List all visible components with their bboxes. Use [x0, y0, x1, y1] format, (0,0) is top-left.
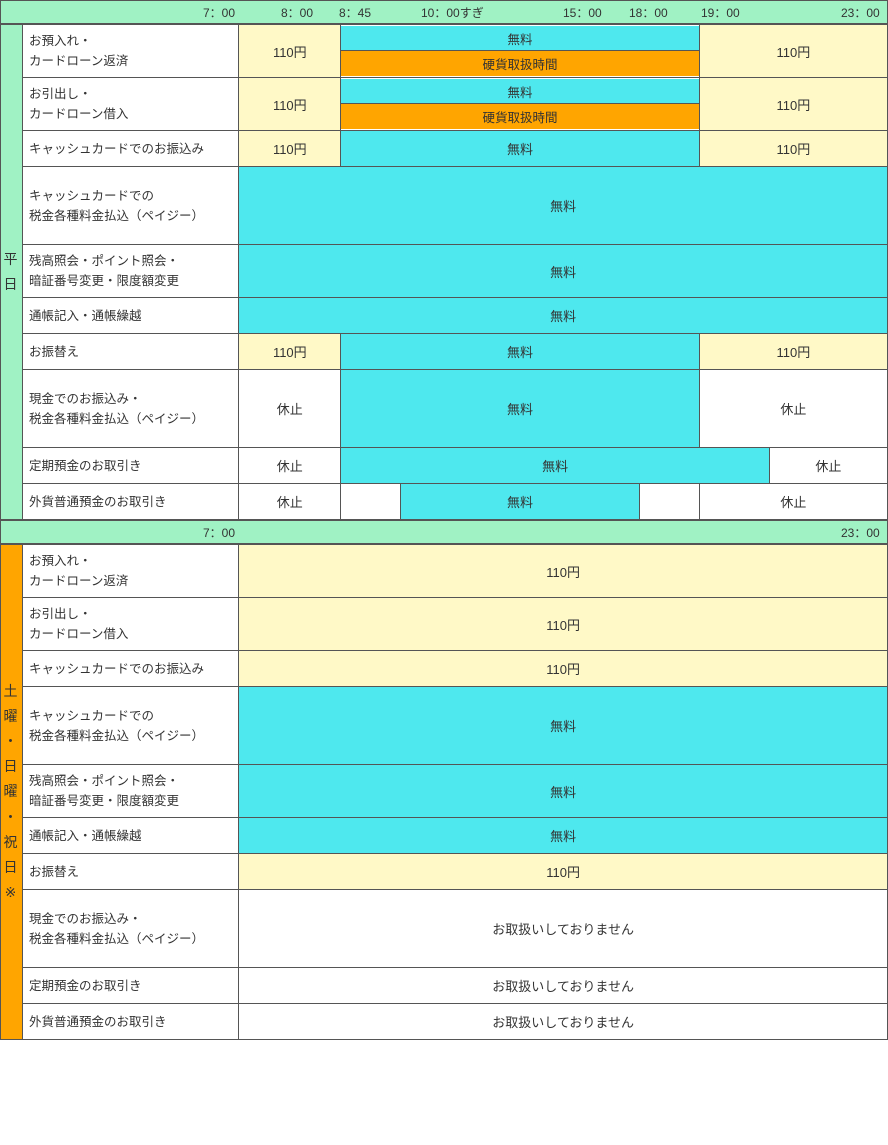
- table-row: 現金でのお振込み・税金各種料金払込（ペイジー）休止無料休止: [1, 370, 888, 448]
- service-label: キャッシュカードでのお振込み: [23, 131, 239, 167]
- fee-cell: 110円: [699, 78, 887, 131]
- table-row: 定期預金のお取引きお取扱いしておりません: [1, 968, 888, 1004]
- table-row: 残高照会・ポイント照会・暗証番号変更・限度額変更無料: [1, 765, 888, 818]
- time-header: 7：00 8：00 8：45 10：00すぎ 15：00 18：00 19：00 23：00: [0, 0, 888, 24]
- fee-cell: 110円: [239, 78, 341, 131]
- fee-cell: 110円: [239, 545, 888, 598]
- time-tick: 8：00: [281, 4, 313, 21]
- fee-cell: 110円: [239, 598, 888, 651]
- service-label: キャッシュカードでの税金各種料金払込（ペイジー）: [23, 687, 239, 765]
- table-row: 残高照会・ポイント照会・暗証番号変更・限度額変更無料: [1, 245, 888, 298]
- table-row: キャッシュカードでのお振込み110円: [1, 651, 888, 687]
- service-label: 残高照会・ポイント照会・暗証番号変更・限度額変更: [23, 245, 239, 298]
- fee-cell: 110円: [239, 131, 341, 167]
- service-label: お振替え: [23, 334, 239, 370]
- fee-cell: 無料: [401, 484, 639, 520]
- time-tick: 8：45: [339, 4, 371, 21]
- fee-cell: 休止: [239, 370, 341, 448]
- weekend-table: 土曜・日曜・祝日※お預入れ・カードローン返済110円お引出し・カードローン借入1…: [0, 544, 888, 1040]
- side-label-weekend: 土曜・日曜・祝日※: [1, 545, 23, 1040]
- fee-cell: お取扱いしておりません: [239, 890, 888, 968]
- table-row: お引出し・カードローン借入110円: [1, 598, 888, 651]
- fee-cell: 無料硬貨取扱時間: [341, 78, 699, 131]
- service-label: 現金でのお振込み・税金各種料金払込（ペイジー）: [23, 890, 239, 968]
- fee-cell: 休止: [769, 448, 887, 484]
- fee-cell: 110円: [699, 131, 887, 167]
- fee-cell: 無料: [341, 370, 699, 448]
- fee-cell: 無料: [341, 131, 699, 167]
- service-label: 通帳記入・通帳繰越: [23, 818, 239, 854]
- fee-cell: 休止: [699, 370, 887, 448]
- fee-cell: 無料: [239, 298, 888, 334]
- time-tick: 15：00: [563, 4, 602, 21]
- fee-cell: お取扱いしておりません: [239, 1004, 888, 1040]
- time-tick: 7：00: [203, 524, 235, 541]
- fee-cell-bottom: 硬貨取扱時間: [341, 104, 698, 129]
- service-label: お振替え: [23, 854, 239, 890]
- fee-cell-top: 無料: [341, 26, 698, 51]
- fee-cell: 無料: [239, 818, 888, 854]
- table-row: キャッシュカードでのお振込み110円無料110円: [1, 131, 888, 167]
- fee-cell: 無料: [239, 167, 888, 245]
- weekday-table: 平日お預入れ・カードローン返済110円無料硬貨取扱時間110円お引出し・カードロ…: [0, 24, 888, 520]
- table-row: 通帳記入・通帳繰越無料: [1, 818, 888, 854]
- fee-cell: 110円: [699, 25, 887, 78]
- service-label: お預入れ・カードローン返済: [23, 25, 239, 78]
- fee-cell-bottom: 硬貨取扱時間: [341, 51, 698, 76]
- fee-cell: 110円: [239, 25, 341, 78]
- time-header: 7：00 23：00: [0, 520, 888, 544]
- service-label: お引出し・カードローン借入: [23, 78, 239, 131]
- service-label: 通帳記入・通帳繰越: [23, 298, 239, 334]
- table-row: 通帳記入・通帳繰越無料: [1, 298, 888, 334]
- table-row: お引出し・カードローン借入110円無料硬貨取扱時間110円: [1, 78, 888, 131]
- service-label: 外貨普通預金のお取引き: [23, 484, 239, 520]
- time-tick: 7：00: [203, 4, 235, 21]
- table-row: 平日お預入れ・カードローン返済110円無料硬貨取扱時間110円: [1, 25, 888, 78]
- fee-cell: 110円: [239, 854, 888, 890]
- fee-cell: 休止: [239, 448, 341, 484]
- service-label: お預入れ・カードローン返済: [23, 545, 239, 598]
- table-row: 土曜・日曜・祝日※お預入れ・カードローン返済110円: [1, 545, 888, 598]
- fee-cell: 110円: [239, 334, 341, 370]
- service-label: 現金でのお振込み・税金各種料金払込（ペイジー）: [23, 370, 239, 448]
- fee-cell: 110円: [239, 651, 888, 687]
- table-row: キャッシュカードでの税金各種料金払込（ペイジー）無料: [1, 167, 888, 245]
- time-tick: 18：00: [629, 4, 668, 21]
- fee-cell: 無料: [239, 245, 888, 298]
- table-row: お振替え110円無料110円: [1, 334, 888, 370]
- table-row: 定期預金のお取引き休止無料休止: [1, 448, 888, 484]
- fee-cell: 無料: [341, 448, 769, 484]
- side-label-weekday: 平日: [1, 25, 23, 520]
- service-label: キャッシュカードでのお振込み: [23, 651, 239, 687]
- fee-cell-top: 無料: [341, 79, 698, 104]
- service-label: 定期預金のお取引き: [23, 448, 239, 484]
- fee-cell: 無料硬貨取扱時間: [341, 25, 699, 78]
- service-label: 外貨普通預金のお取引き: [23, 1004, 239, 1040]
- table-row: お振替え110円: [1, 854, 888, 890]
- fee-cell: 休止: [699, 484, 887, 520]
- fee-cell: [639, 484, 699, 520]
- service-label: 残高照会・ポイント照会・暗証番号変更・限度額変更: [23, 765, 239, 818]
- time-tick: 23：00: [841, 524, 880, 541]
- fee-cell: 110円: [699, 334, 887, 370]
- table-row: 現金でのお振込み・税金各種料金払込（ペイジー）お取扱いしておりません: [1, 890, 888, 968]
- service-label: 定期預金のお取引き: [23, 968, 239, 1004]
- fee-cell: [341, 484, 401, 520]
- fee-cell: 無料: [341, 334, 699, 370]
- fee-cell: 休止: [239, 484, 341, 520]
- time-tick: 10：00すぎ: [421, 4, 484, 21]
- table-row: 外貨普通預金のお取引きお取扱いしておりません: [1, 1004, 888, 1040]
- fee-cell: お取扱いしておりません: [239, 968, 888, 1004]
- table-row: 外貨普通預金のお取引き休止無料休止: [1, 484, 888, 520]
- table-row: キャッシュカードでの税金各種料金払込（ペイジー）無料: [1, 687, 888, 765]
- service-label: キャッシュカードでの税金各種料金払込（ペイジー）: [23, 167, 239, 245]
- time-tick: 19：00: [701, 4, 740, 21]
- service-label: お引出し・カードローン借入: [23, 598, 239, 651]
- fee-cell: 無料: [239, 687, 888, 765]
- fee-cell: 無料: [239, 765, 888, 818]
- time-tick: 23：00: [841, 4, 880, 21]
